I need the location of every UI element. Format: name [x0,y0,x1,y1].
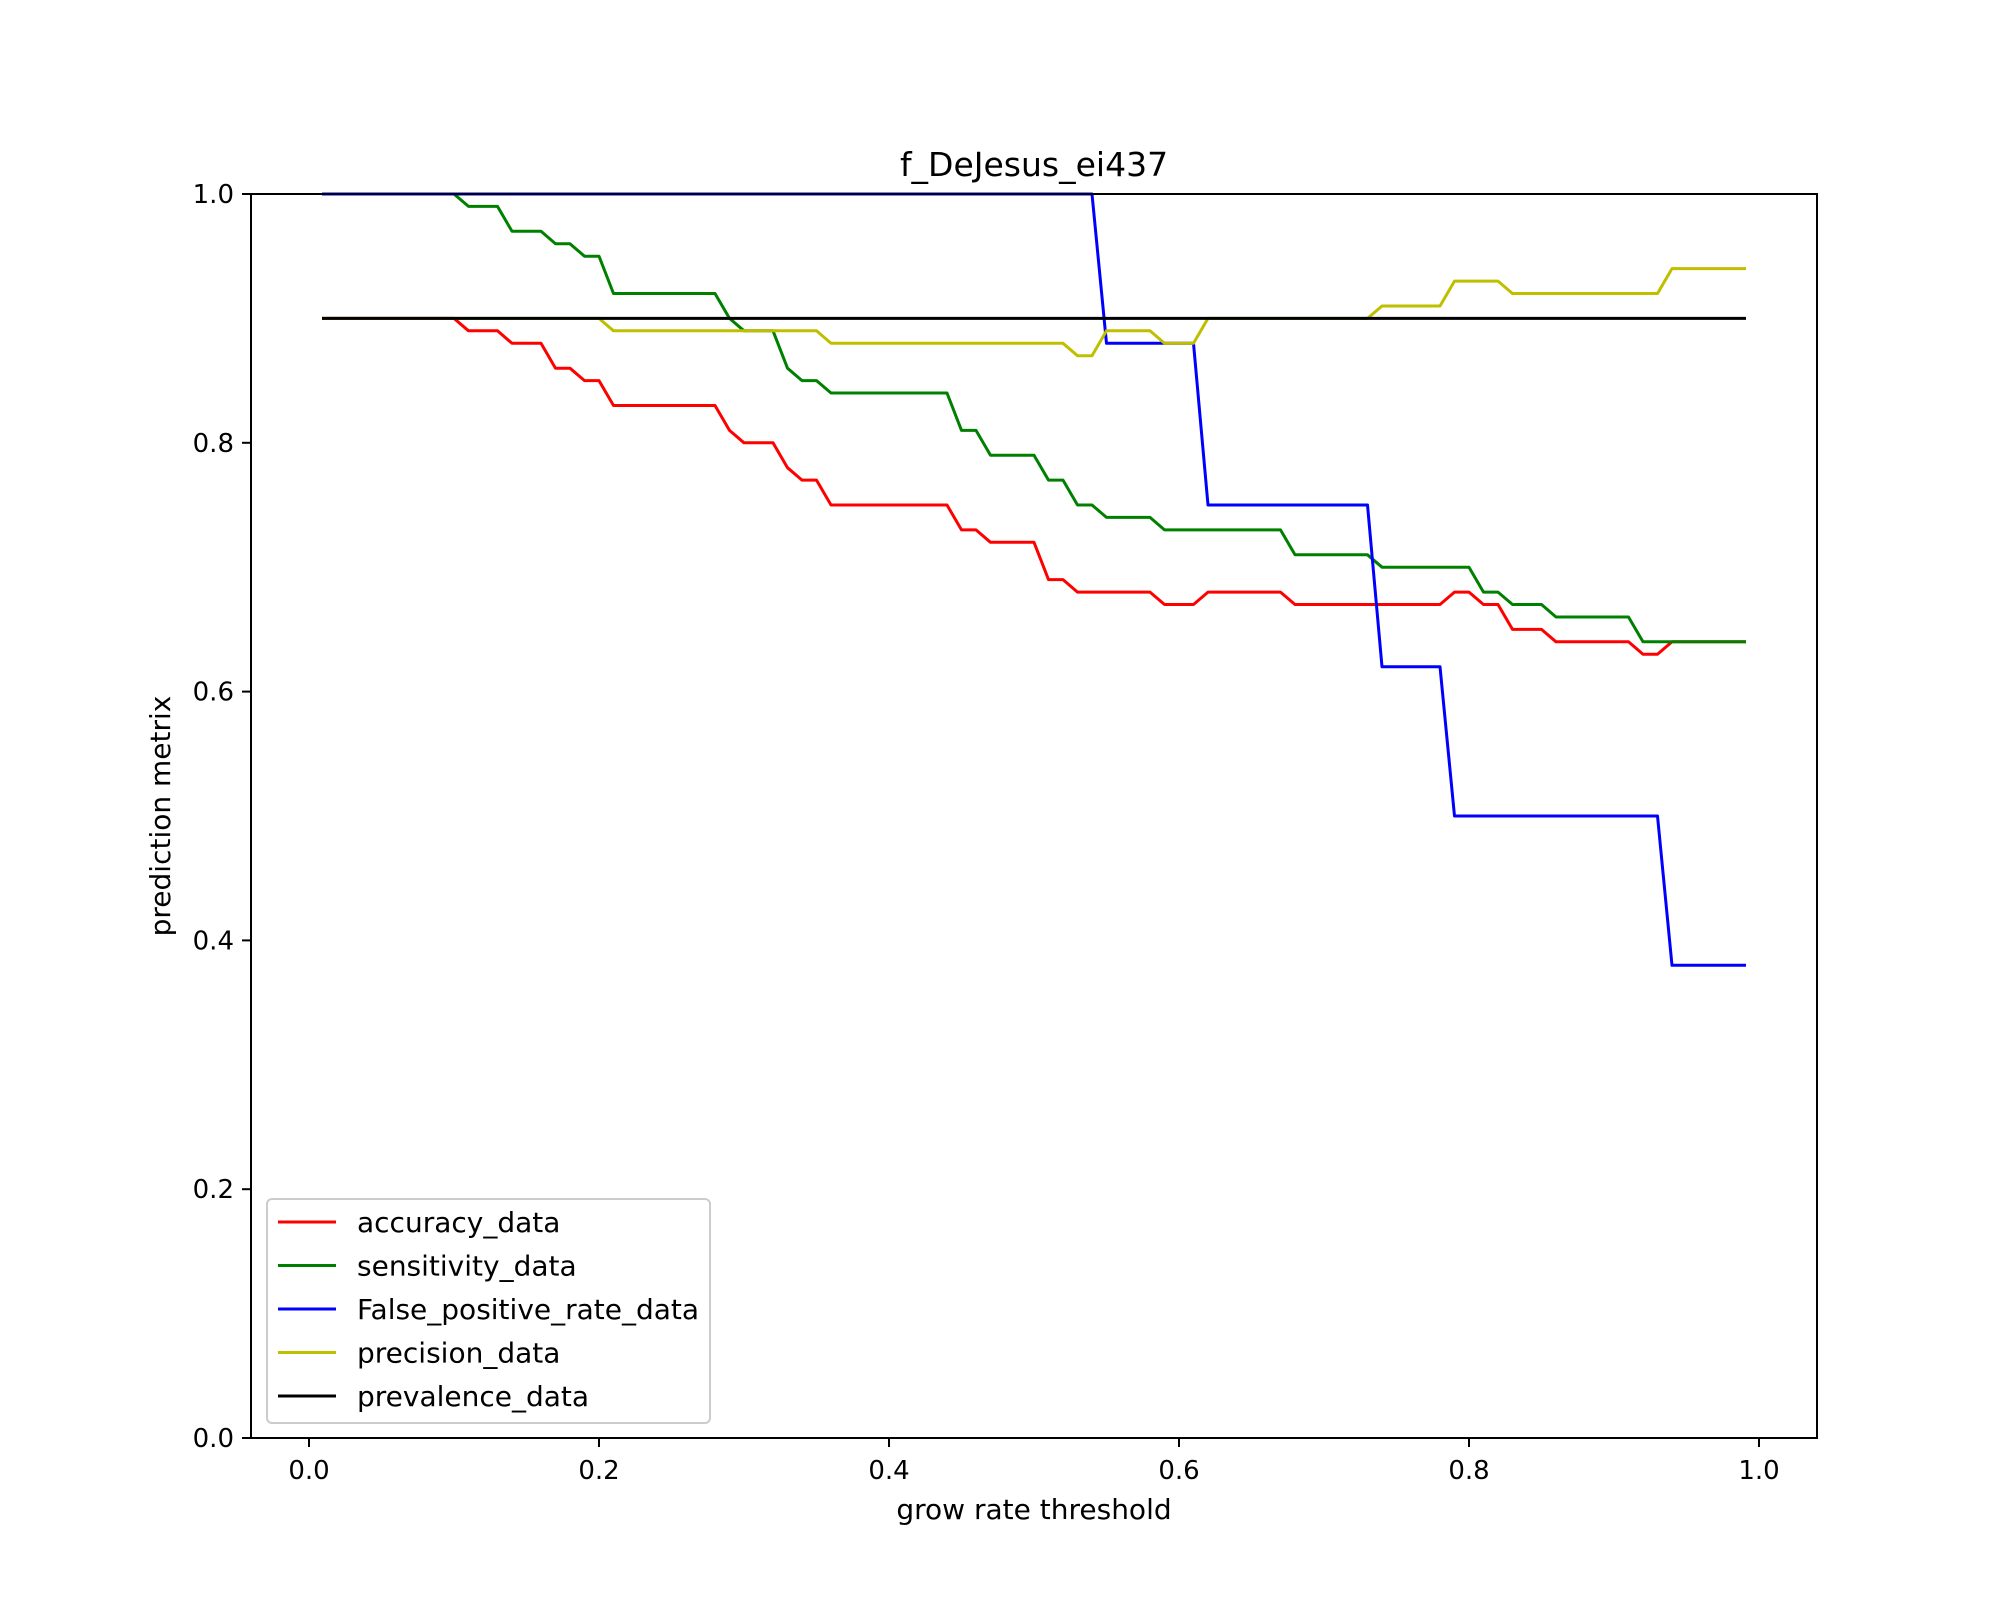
x-axis-label: grow rate threshold [896,1493,1171,1526]
x-tick-label: 0.0 [288,1456,329,1486]
legend: accuracy_data sensitivity_data False_posit… [266,1198,711,1424]
legend-label: sensitivity_data [357,1250,577,1283]
x-tick-label: 0.4 [868,1456,909,1486]
x-tick-label: 0.6 [1158,1456,1199,1486]
y-tick-label: 0.6 [193,678,234,708]
plot-frame [250,193,1818,1439]
y-tick-label: 0.4 [193,926,234,956]
y-tick-label: 0.8 [193,429,234,459]
series-line-sensitivity-data [322,192,1746,644]
y-tick-label: 0.2 [193,1175,234,1205]
y-axis-label: prediction metrix [144,696,177,937]
plot-lines [322,192,1746,967]
x-tick-label: 0.2 [578,1456,619,1486]
legend-label: False_positive_rate_data [357,1293,699,1326]
x-tick-label: 0.8 [1448,1456,1489,1486]
series-line-precision-data [322,267,1746,358]
series-line-false-positive-rate-data [322,192,1746,967]
legend-label: precision_data [357,1337,560,1370]
x-tick-label: 1.0 [1738,1456,1779,1486]
x-axis: 0.0 0.2 0.4 0.6 0.8 1.0 [288,1438,1780,1486]
legend-label: accuracy_data [357,1206,560,1239]
legend-label: prevalence_data [357,1380,589,1413]
series-line-accuracy-data [322,316,1746,656]
chart-title: f_DeJesus_ei437 [900,145,1168,184]
y-tick-label: 1.0 [193,180,234,210]
y-tick-label: 0.0 [193,1424,234,1454]
legend-frame [266,1198,711,1424]
y-axis: 0.0 0.2 0.4 0.6 0.8 1.0 [193,180,251,1454]
